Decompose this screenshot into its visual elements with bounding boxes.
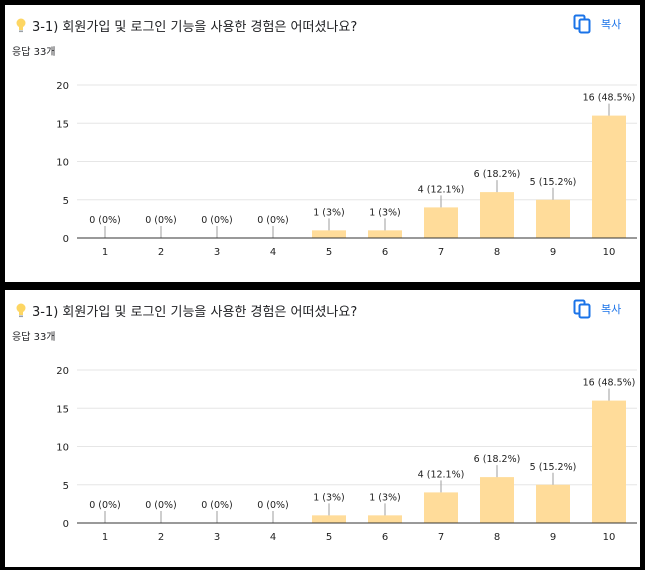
y-tick-label: 5: [63, 481, 69, 492]
data-label: 0 (0%): [257, 500, 289, 511]
y-tick-label: 15: [56, 119, 69, 130]
bar: [424, 207, 458, 238]
x-tick-label: 9: [550, 532, 556, 543]
x-tick-label: 4: [270, 247, 276, 258]
bar: [592, 400, 626, 523]
data-label: 0 (0%): [89, 500, 121, 511]
lightbulb-icon: [16, 303, 26, 317]
y-tick-label: 0: [63, 519, 69, 530]
x-tick-label: 5: [326, 532, 332, 543]
x-tick-label: 1: [102, 532, 108, 543]
x-tick-label: 7: [438, 532, 444, 543]
x-tick-label: 6: [382, 247, 388, 258]
question-header: 3-1) 회원가입 및 로그인 기능을 사용한 경험은 어떠셨나요?: [14, 16, 357, 35]
data-label: 5 (15.2%): [530, 462, 577, 473]
bar: [480, 192, 514, 238]
data-label: 0 (0%): [201, 215, 233, 226]
x-tick-label: 2: [158, 532, 164, 543]
data-label: 1 (3%): [369, 492, 401, 503]
lightbulb-icon: [16, 18, 26, 32]
bar: [312, 230, 346, 238]
question-header: 3-1) 회원가입 및 로그인 기능을 사용한 경험은 어떠셨나요?: [14, 301, 357, 320]
data-label: 0 (0%): [201, 500, 233, 511]
data-label: 4 (12.1%): [418, 184, 465, 195]
question-card: 3-1) 회원가입 및 로그인 기능을 사용한 경험은 어떠셨나요? 복사 응답…: [5, 5, 640, 282]
data-label: 1 (3%): [369, 207, 401, 218]
data-label: 16 (48.5%): [583, 93, 636, 104]
y-tick-label: 5: [63, 196, 69, 207]
x-tick-label: 2: [158, 247, 164, 258]
bar: [480, 477, 514, 523]
x-tick-label: 4: [270, 532, 276, 543]
x-tick-label: 10: [603, 247, 616, 258]
x-tick-label: 9: [550, 247, 556, 258]
y-tick-label: 10: [56, 443, 69, 454]
response-count: 응답 33개: [12, 332, 56, 343]
x-tick-label: 5: [326, 247, 332, 258]
x-tick-label: 1: [102, 247, 108, 258]
bar: [312, 515, 346, 523]
x-tick-label: 6: [382, 532, 388, 543]
copy-icon: [573, 14, 591, 34]
copy-label: 복사: [601, 18, 622, 31]
data-label: 0 (0%): [145, 215, 177, 226]
data-label: 0 (0%): [145, 500, 177, 511]
x-tick-label: 3: [214, 247, 220, 258]
x-tick-label: 3: [214, 532, 220, 543]
copy-button[interactable]: 복사: [573, 14, 621, 34]
data-label: 16 (48.5%): [583, 378, 636, 389]
y-tick-label: 10: [56, 158, 69, 169]
data-label: 1 (3%): [313, 207, 345, 218]
bar-chart: 0 5 10 15 20 0 (0%) 1 0 (0%) 2 0 (0%) 3 0 (0%) 4 1 (3…: [56, 81, 637, 258]
data-label: 1 (3%): [313, 492, 345, 503]
data-label: 0 (0%): [257, 215, 289, 226]
question-title: 3-1) 회원가입 및 로그인 기능을 사용한 경험은 어떠셨나요?: [32, 20, 358, 35]
response-count: 응답 33개: [12, 47, 56, 58]
copy-button[interactable]: 복사: [573, 299, 621, 319]
question-card: 3-1) 회원가입 및 로그인 기능을 사용한 경험은 어떠셨나요? 복사 응답…: [5, 290, 640, 567]
bar: [368, 230, 402, 238]
y-tick-label: 20: [56, 81, 69, 92]
y-tick-label: 0: [63, 234, 69, 245]
data-label: 6 (18.2%): [474, 169, 521, 180]
bar: [536, 484, 570, 523]
bar: [592, 115, 626, 238]
bar: [424, 492, 458, 523]
x-tick-label: 10: [603, 532, 616, 543]
data-label: 5 (15.2%): [530, 177, 577, 188]
question-title: 3-1) 회원가입 및 로그인 기능을 사용한 경험은 어떠셨나요?: [32, 305, 358, 320]
data-label: 6 (18.2%): [474, 454, 521, 465]
x-tick-label: 8: [494, 532, 500, 543]
data-label: 0 (0%): [89, 215, 121, 226]
y-tick-label: 15: [56, 404, 69, 415]
copy-label: 복사: [601, 303, 622, 316]
x-tick-label: 7: [438, 247, 444, 258]
data-label: 4 (12.1%): [418, 469, 465, 480]
x-tick-label: 8: [494, 247, 500, 258]
bar: [536, 199, 570, 238]
y-tick-label: 20: [56, 366, 69, 377]
bar: [368, 515, 402, 523]
bar-chart: 0 5 10 15 20 0 (0%) 1 0 (0%) 2 0 (0%) 3 0 (0%) 4 1 (3…: [56, 366, 637, 543]
copy-icon: [573, 299, 591, 319]
